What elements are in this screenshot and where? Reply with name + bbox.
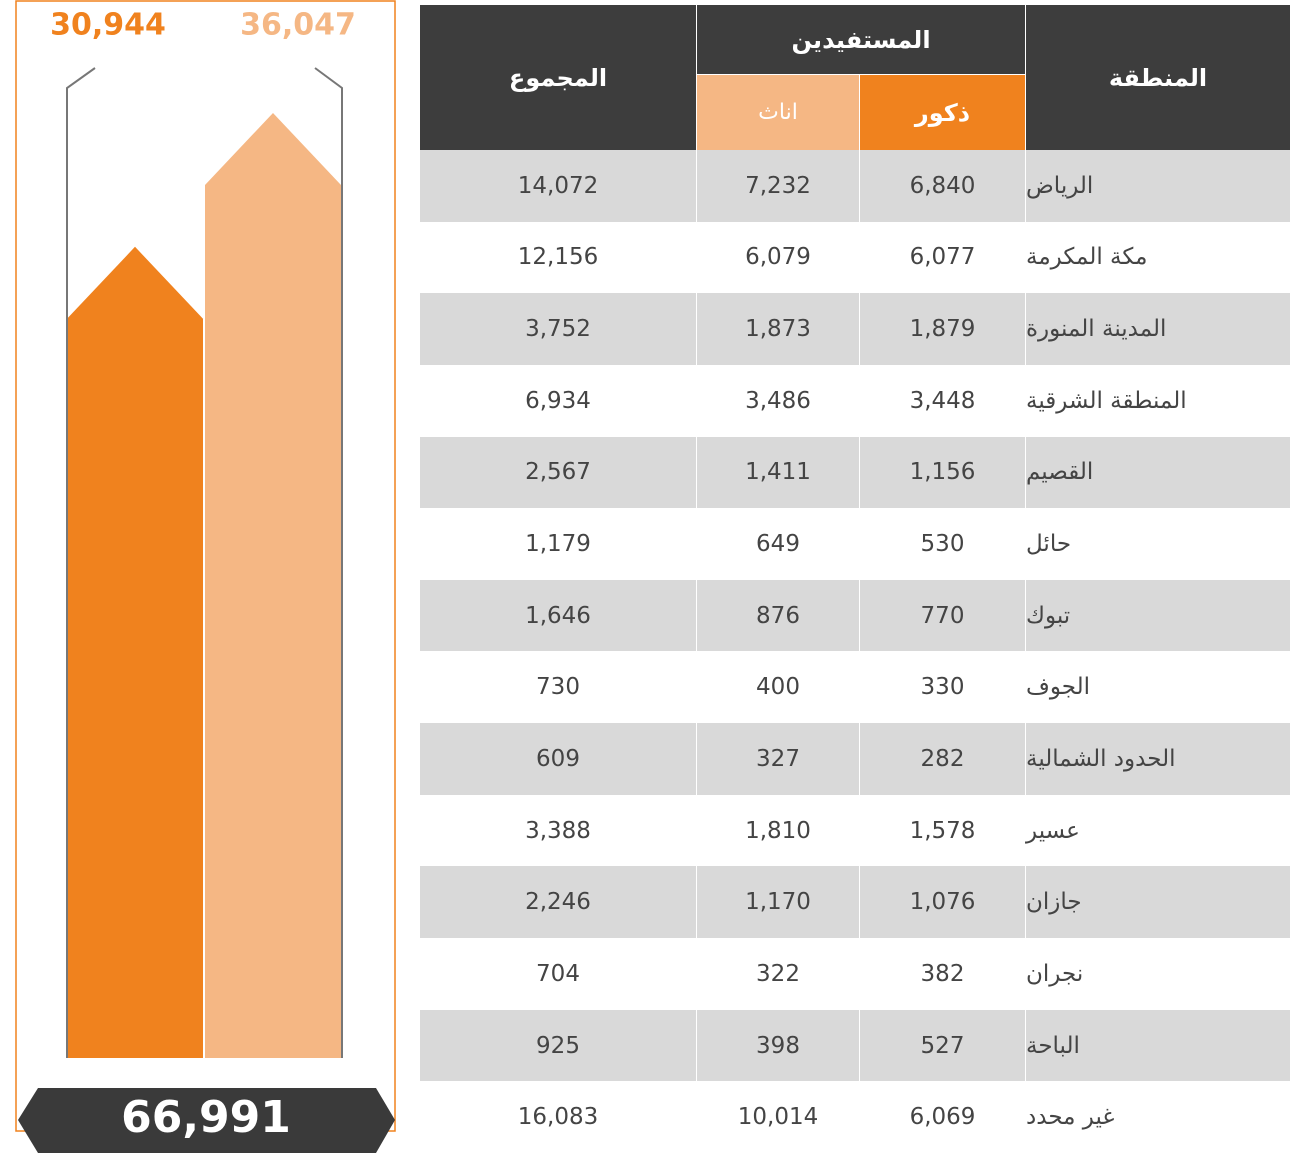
- number-cell: 6,069: [860, 1081, 1025, 1153]
- header-cell: ذكور: [860, 75, 1025, 150]
- region-cell: عسير: [1026, 794, 1290, 867]
- bar: [205, 113, 341, 1058]
- number-cell: 1,879: [860, 293, 1025, 365]
- region-cell: الحدود الشمالية: [1026, 723, 1290, 795]
- number-cell: 649: [697, 508, 859, 580]
- region-cell: حائل: [1026, 508, 1290, 580]
- infographic: 30,944 36,047 66,991: [15, 0, 396, 1153]
- number-cell: 704: [420, 938, 696, 1010]
- region-cell: القصيم: [1026, 436, 1290, 509]
- number-cell: 530: [860, 508, 1025, 580]
- number-cell: 2,246: [420, 866, 696, 939]
- number-cell: 6,077: [860, 221, 1025, 294]
- bracket: [66, 67, 96, 1058]
- number-cell: 1,578: [860, 794, 1025, 867]
- number-cell: 1,646: [420, 579, 696, 652]
- number-cell: 16,083: [420, 1081, 696, 1153]
- header-cell: اناث: [697, 75, 859, 150]
- number-cell: 282: [860, 723, 1025, 795]
- region-cell: المنطقة الشرقية: [1026, 364, 1290, 437]
- number-cell: 1,076: [860, 866, 1025, 939]
- grand-total: 66,991: [121, 1092, 291, 1143]
- number-cell: 1,156: [860, 436, 1025, 509]
- total-badge: [18, 1088, 395, 1153]
- region-cell: غير محدد: [1026, 1081, 1290, 1153]
- number-cell: 3,486: [697, 364, 859, 437]
- number-cell: 3,752: [420, 293, 696, 365]
- number-cell: 770: [860, 579, 1025, 652]
- number-cell: 730: [420, 651, 696, 724]
- number-cell: 6,840: [860, 150, 1025, 222]
- region-cell: تبوك: [1026, 579, 1290, 652]
- region-cell: نجران: [1026, 938, 1290, 1010]
- number-cell: 6,079: [697, 221, 859, 294]
- number-cell: 527: [860, 1009, 1025, 1082]
- number-cell: 12,156: [420, 221, 696, 294]
- region-cell: الباحة: [1026, 1009, 1290, 1082]
- number-cell: 382: [860, 938, 1025, 1010]
- number-cell: 1,873: [697, 293, 859, 365]
- number-cell: 322: [697, 938, 859, 1010]
- region-cell: جازان: [1026, 866, 1290, 939]
- male-total: 30,944: [50, 8, 166, 43]
- number-cell: 876: [697, 579, 859, 652]
- number-cell: 2,567: [420, 436, 696, 509]
- number-cell: 398: [697, 1009, 859, 1082]
- number-cell: 330: [860, 651, 1025, 724]
- number-cell: 1,179: [420, 508, 696, 580]
- number-cell: 1,170: [697, 866, 859, 939]
- number-cell: 3,388: [420, 794, 696, 867]
- number-cell: 925: [420, 1009, 696, 1082]
- female-total: 36,047: [240, 8, 356, 43]
- region-cell: المدينة المنورة: [1026, 293, 1290, 365]
- bar: [67, 246, 203, 1058]
- header-cell: المستفيدين: [697, 5, 1025, 74]
- number-cell: 609: [420, 723, 696, 795]
- number-cell: 327: [697, 723, 859, 795]
- number-cell: 14,072: [420, 150, 696, 222]
- header-cell: المجموع: [420, 5, 696, 150]
- number-cell: 7,232: [697, 150, 859, 222]
- number-cell: 10,014: [697, 1081, 859, 1153]
- number-cell: 400: [697, 651, 859, 724]
- number-cell: 6,934: [420, 364, 696, 437]
- number-cell: 3,448: [860, 364, 1025, 437]
- header-cell: المنطقة: [1026, 5, 1290, 150]
- number-cell: 1,411: [697, 436, 859, 509]
- region-cell: مكة المكرمة: [1026, 221, 1290, 294]
- region-cell: الرياض: [1026, 150, 1290, 222]
- number-cell: 1,810: [697, 794, 859, 867]
- bracket: [314, 67, 343, 1058]
- region-cell: الجوف: [1026, 651, 1290, 724]
